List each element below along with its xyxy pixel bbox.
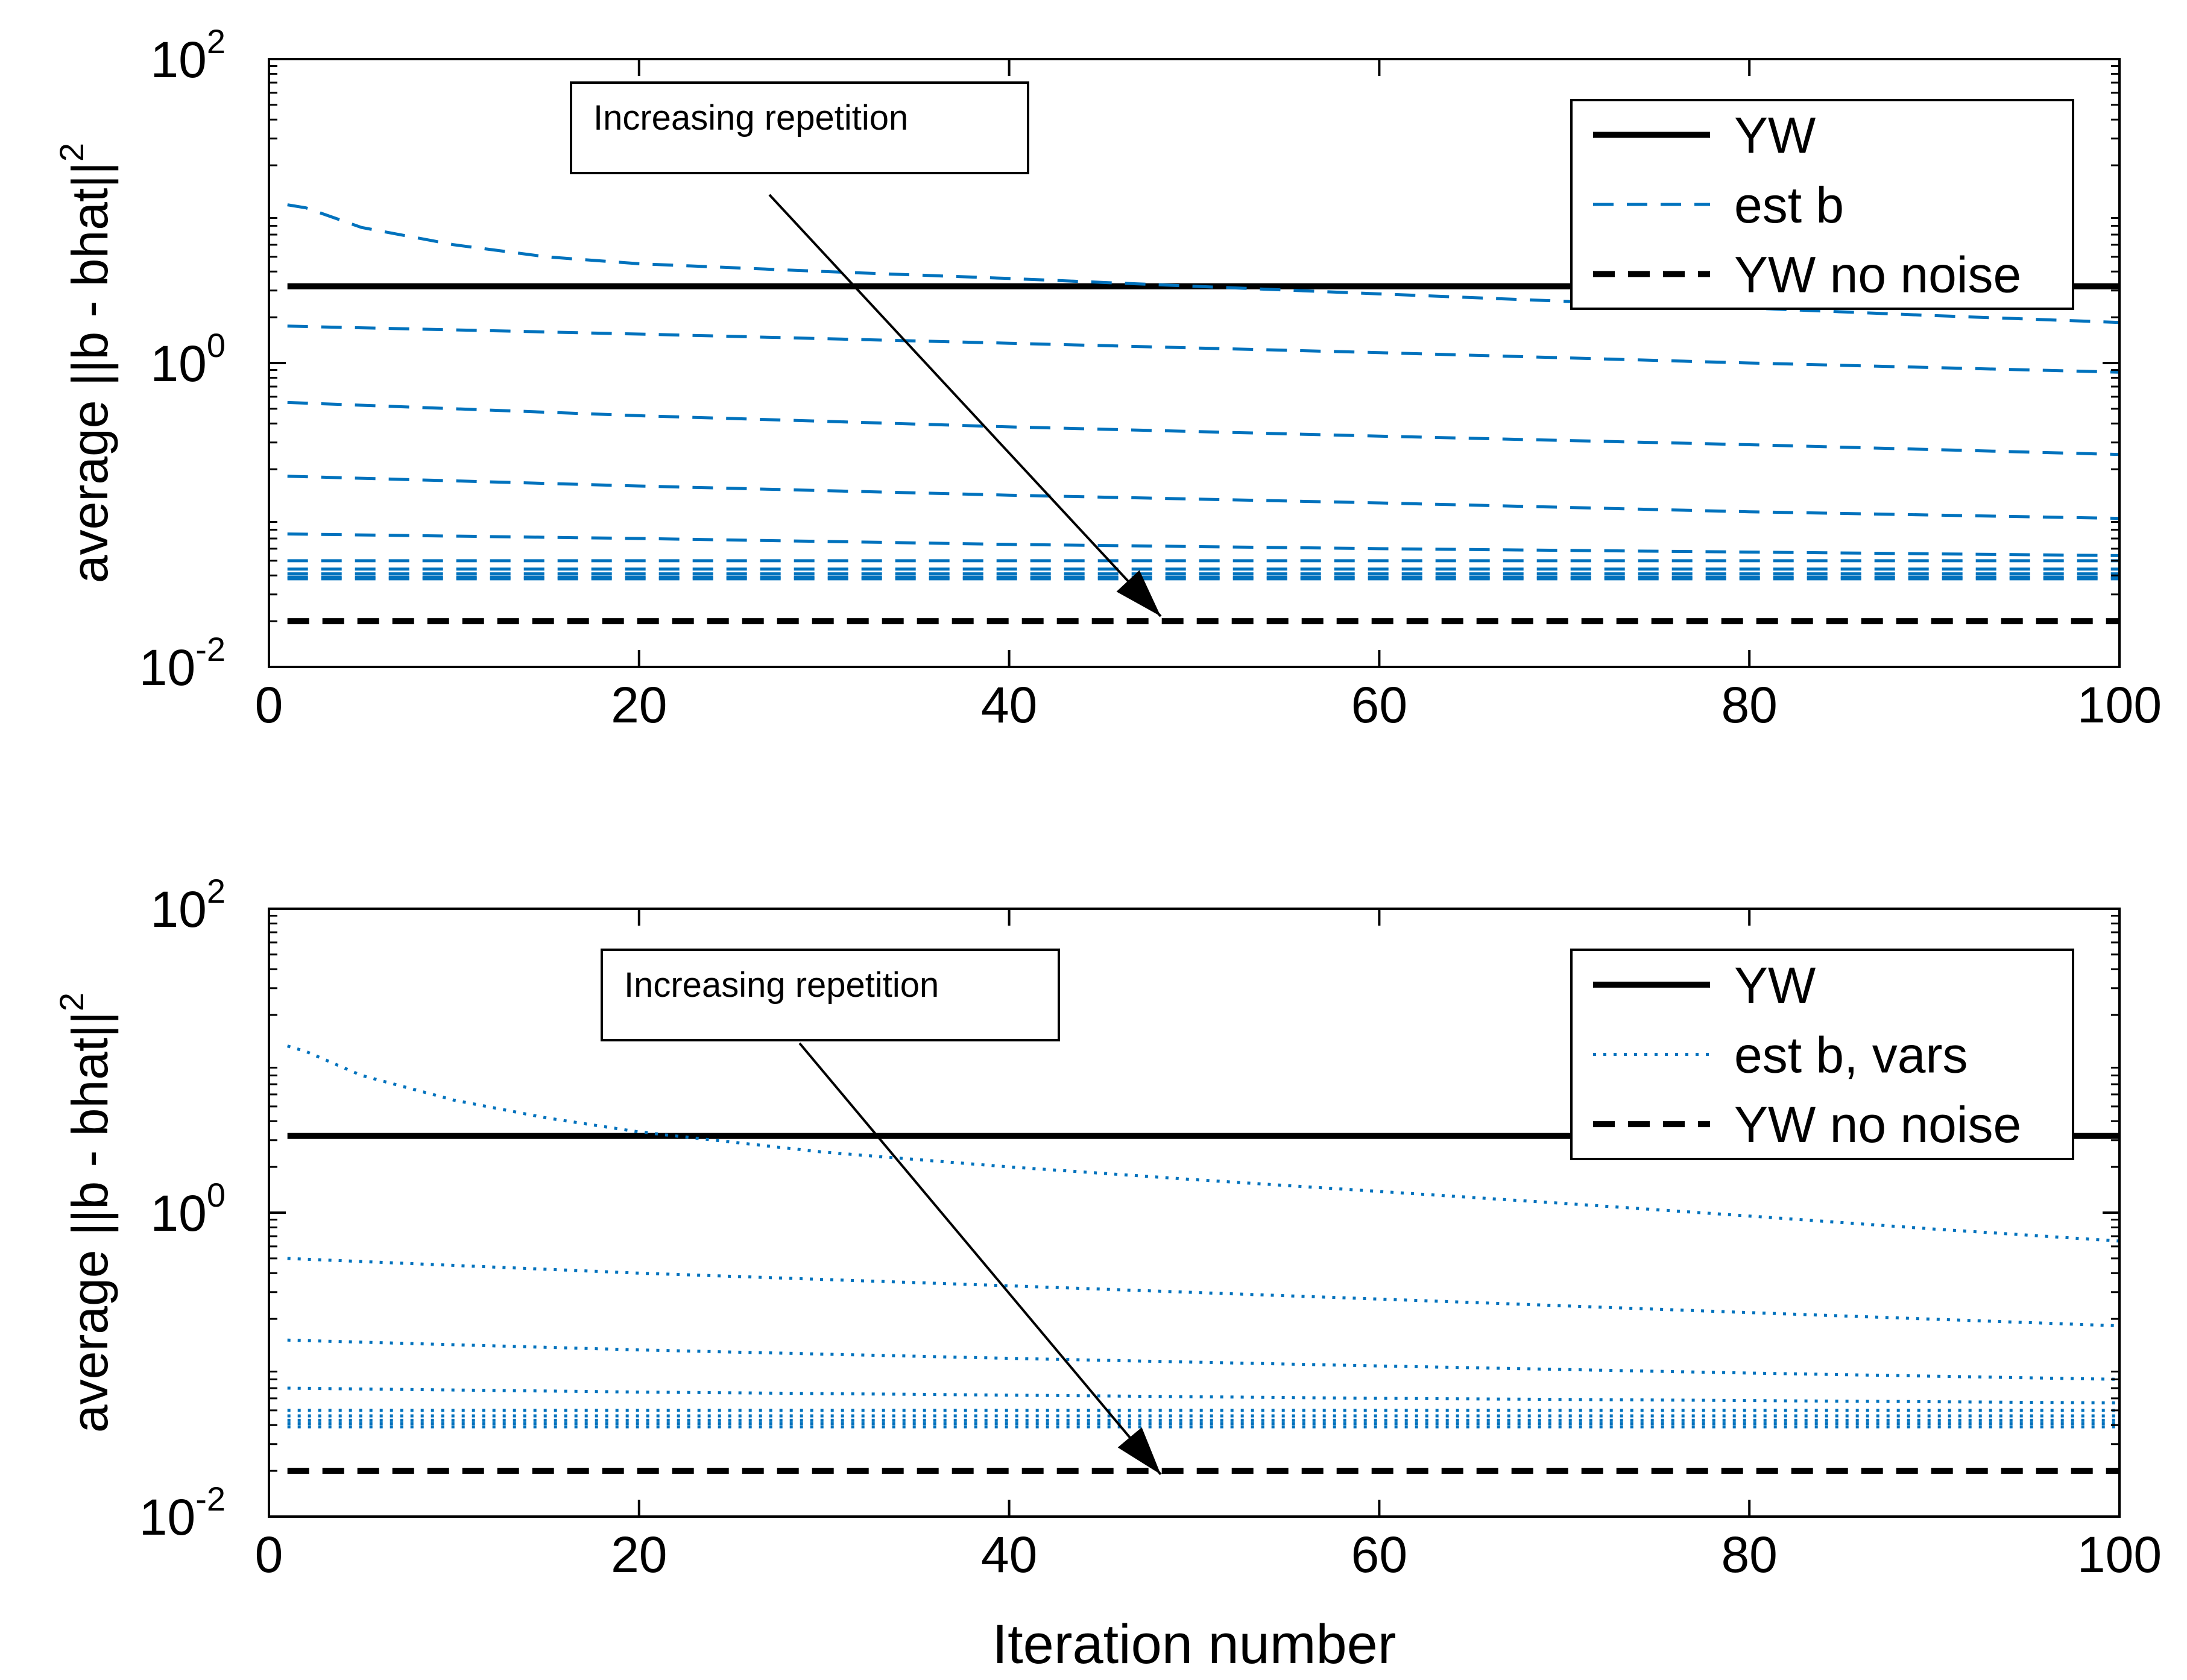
x-tick-label: 100	[2077, 677, 2162, 733]
annotation-box	[570, 81, 1029, 174]
annotation: Increasing repetition	[601, 949, 1162, 1476]
x-axis-label: Iteration number	[993, 1614, 1396, 1675]
x-tick-label: 60	[1351, 1526, 1407, 1583]
legend-label: YW no noise	[1734, 246, 2021, 303]
x-tick-label: 0	[255, 677, 283, 733]
y-axis-label-exponent: 2	[52, 143, 90, 162]
series-line-est-b-5	[287, 475, 2119, 520]
annotation-arrow-head	[1116, 570, 1161, 616]
y-tick-label: 102	[150, 22, 226, 88]
legend-label: YW	[1734, 957, 1816, 1014]
y-tick-base: 10	[139, 639, 195, 696]
x-tick-label: 40	[981, 1526, 1037, 1583]
y-tick-exponent: 0	[207, 1176, 226, 1214]
y-tick-exponent: -2	[195, 630, 226, 668]
x-tick-label: 80	[1721, 677, 1777, 733]
series-line-est-b-vars-2	[286, 1044, 2119, 1243]
annotation-arrow-head	[1117, 1427, 1161, 1474]
annotation-arrow-shaft	[768, 194, 1162, 617]
y-axis-label: average ||b - bhat||2	[52, 993, 118, 1433]
y-tick-base: 10	[150, 1185, 206, 1242]
legend: YW est b YW no noise	[1570, 99, 2074, 310]
annotation-box	[601, 949, 1060, 1041]
annotation-text: Increasing repetition	[624, 965, 939, 1005]
y-axis-label: average ||b - bhat||2	[52, 143, 118, 583]
x-tick-label: 80	[1721, 1526, 1777, 1583]
y-tick-label: 100	[150, 326, 226, 392]
legend-label: YW no noise	[1734, 1096, 2021, 1153]
y-tick-exponent: 2	[207, 22, 226, 60]
x-tick-label: 20	[611, 1526, 667, 1583]
annotation: Increasing repetition	[570, 81, 1162, 617]
legend-label: est b, vars	[1734, 1027, 1968, 1084]
y-tick-exponent: 0	[207, 326, 226, 364]
y-tick-label: 10-2	[139, 630, 226, 696]
y-tick-base: 10	[150, 31, 206, 88]
annotation-text: Increasing repetition	[593, 98, 908, 137]
x-tick-label: 60	[1351, 677, 1407, 733]
y-tick-label: 100	[150, 1176, 226, 1242]
y-axis-label-text: average ||b - bhat||	[62, 1011, 118, 1433]
y-tick-base: 10	[150, 881, 206, 938]
x-tick-label: 0	[255, 1526, 283, 1583]
annotation-arrow-shaft	[798, 1042, 1162, 1476]
legend-label: YW	[1734, 107, 1816, 164]
y-axis-label-text: average ||b - bhat||	[62, 162, 118, 583]
y-tick-label: 102	[150, 872, 226, 938]
series-line-est-b-4	[287, 400, 2119, 456]
y-axis-label-exponent: 2	[52, 993, 90, 1011]
series-line-est-b-6	[287, 532, 2119, 557]
legend: YW est b, vars YW no noise	[1570, 949, 2074, 1160]
x-tick-label: 100	[2077, 1526, 2162, 1583]
y-tick-base: 10	[150, 335, 206, 392]
y-tick-base: 10	[139, 1489, 195, 1546]
x-tick-label: 40	[981, 677, 1037, 733]
x-tick-label: 20	[611, 677, 667, 733]
series-line-est-b-3	[287, 324, 2119, 374]
legend-label: est b	[1734, 177, 1844, 233]
y-tick-exponent: -2	[195, 1480, 226, 1518]
y-tick-label: 10-2	[139, 1480, 226, 1546]
y-tick-exponent: 2	[207, 872, 226, 910]
